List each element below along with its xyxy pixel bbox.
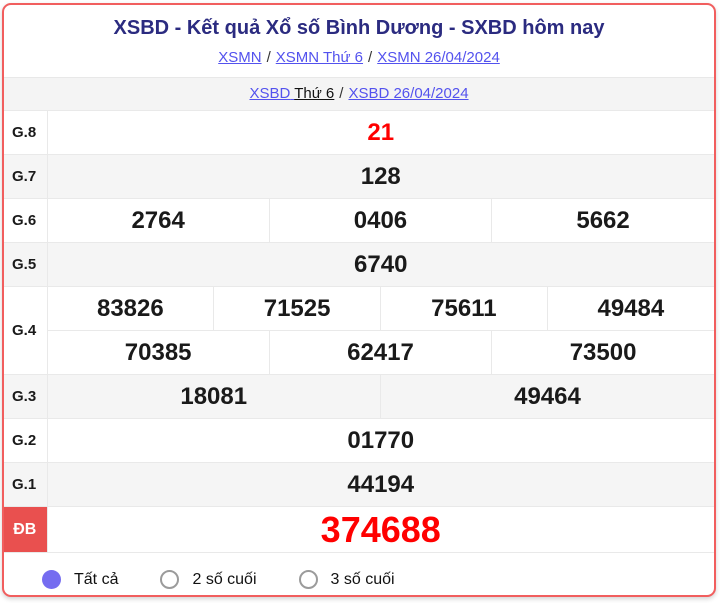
table-row-g3: G.3 18081 49464 xyxy=(4,374,714,419)
radio-label: 3 số cuối xyxy=(330,570,395,588)
prize-value: 2764 xyxy=(46,198,270,243)
lottery-result-card: XSBD - Kết quả Xổ số Bình Dương - SXBD h… xyxy=(2,3,716,597)
breadcrumb: XSMN / XSMN Thứ 6/XSMN 26/04/2024 xyxy=(4,49,714,67)
radio-selected-icon[interactable] xyxy=(42,570,61,589)
prize-value: 62417 xyxy=(268,330,493,375)
sub-breadcrumb: XSBD Thứ 6/XSBD 26/04/2024 xyxy=(4,77,714,110)
page-title: XSBD - Kết quả Xổ số Bình Dương - SXBD h… xyxy=(113,17,605,39)
prize-value: 0406 xyxy=(268,198,493,243)
breadcrumb-separator: / xyxy=(368,49,373,66)
prize-value: 128 xyxy=(46,154,714,199)
prize-value: 73500 xyxy=(491,330,714,375)
card-header: XSBD - Kết quả Xổ số Bình Dương - SXBD h… xyxy=(4,16,714,67)
prize-value-special: 374688 xyxy=(46,506,714,553)
table-row-g7: G.7 128 xyxy=(4,154,714,199)
radio-option-last3[interactable]: 3 số cuối xyxy=(298,570,395,589)
radio-option-all[interactable]: Tất cả xyxy=(42,570,118,589)
prize-label-db: ĐB xyxy=(4,506,48,553)
filter-radio-group: Tất cả 2 số cuối 3 số cuối xyxy=(4,553,714,589)
prize-label-g4: G.4 xyxy=(4,286,48,375)
breadcrumb-link-xsmn-date[interactable]: XSMN 26/04/2024 xyxy=(377,49,500,66)
prize-value: 71525 xyxy=(213,286,381,331)
prize-label-g1: G.1 xyxy=(4,462,48,507)
prize-label-g2: G.2 xyxy=(4,418,48,463)
sub-breadcrumb-link-xsbd-thu6[interactable]: XSBD Thứ 6 xyxy=(249,85,334,102)
table-row-g6: G.6 2764 0406 5662 xyxy=(4,198,714,243)
radio-option-last2[interactable]: 2 số cuối xyxy=(160,570,257,589)
results-table: G.8 21 G.7 128 G.6 2764 0406 5662 G.5 67… xyxy=(4,110,714,553)
prize-label-g3: G.3 xyxy=(4,374,48,419)
prize-value: 01770 xyxy=(46,418,714,463)
radio-unselected-icon[interactable] xyxy=(298,570,318,589)
prize-value: 49464 xyxy=(379,374,714,419)
table-row-g2: G.2 01770 xyxy=(4,418,714,463)
breadcrumb-link-xsmn[interactable]: XSMN xyxy=(218,49,262,66)
table-row-g8: G.8 21 xyxy=(4,110,714,155)
table-row-db: ĐB 374688 xyxy=(4,506,714,553)
prize-value: 83826 xyxy=(46,286,215,331)
prize-label-g7: G.7 xyxy=(4,154,48,199)
prize-value: 5662 xyxy=(491,198,714,243)
breadcrumb-separator: / xyxy=(339,85,344,102)
prize-label-g5: G.5 xyxy=(4,242,48,287)
sub-breadcrumb-link-rest: Thứ 6 xyxy=(294,85,335,102)
prize-value: 44194 xyxy=(46,462,714,507)
prize-value: 21 xyxy=(46,110,714,155)
prize-label-g8: G.8 xyxy=(4,110,48,155)
breadcrumb-link-xsmn-thu6[interactable]: XSMN Thứ 6 xyxy=(275,49,364,66)
prize-value: 70385 xyxy=(47,330,270,375)
prize-value: 18081 xyxy=(46,374,381,419)
table-row-g4-line2: 70385 62417 73500 xyxy=(4,330,714,375)
table-row-g1: G.1 44194 xyxy=(4,462,714,507)
table-row-g4-line1: G.4 83826 71525 75611 49484 xyxy=(4,286,714,375)
radio-label: Tất cả xyxy=(74,570,119,588)
prize-value: 75611 xyxy=(379,286,548,331)
prize-label-g6: G.6 xyxy=(4,198,48,243)
sub-breadcrumb-link-highlight: XSBD xyxy=(249,85,291,102)
prize-value: 49484 xyxy=(546,286,714,331)
radio-unselected-icon[interactable] xyxy=(160,570,180,589)
prize-value: 6740 xyxy=(46,242,714,287)
breadcrumb-separator: / xyxy=(266,49,271,66)
radio-label: 2 số cuối xyxy=(192,570,257,588)
sub-breadcrumb-link-xsbd-date[interactable]: XSBD 26/04/2024 xyxy=(348,85,469,102)
table-row-g5: G.5 6740 xyxy=(4,242,714,287)
